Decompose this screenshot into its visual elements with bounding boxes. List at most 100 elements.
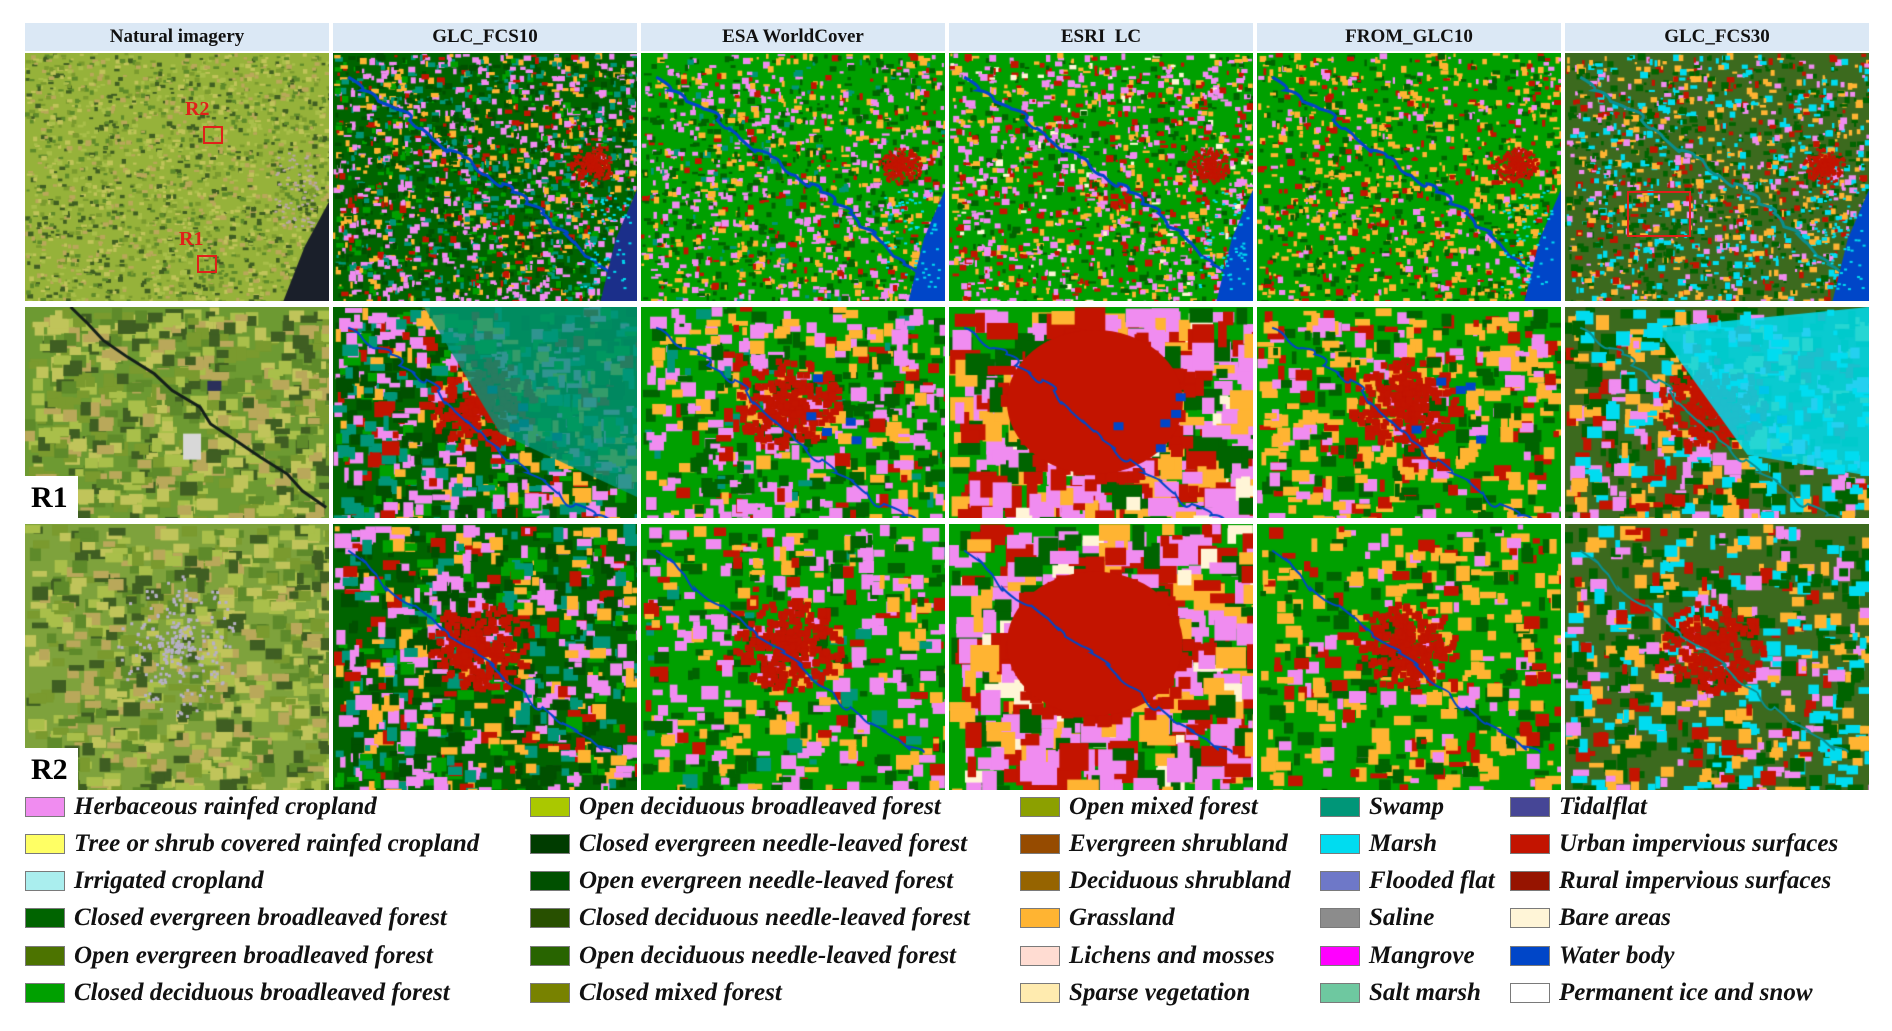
legend-item: Herbaceous rainfed cropland (25, 792, 377, 822)
legend-item: Grassland (1020, 903, 1175, 933)
column-header-esri-lc: ESRI LC (949, 23, 1253, 51)
r1-from-glc10-map (1257, 307, 1561, 518)
column-header-natural-imagery: Natural imagery (25, 23, 329, 51)
legend-swatch (1510, 983, 1550, 1003)
legend-label: Open deciduous needle-leaved forest (579, 942, 957, 969)
legend-label: Urban impervious surfaces (1559, 830, 1839, 857)
column-header-glc-fcs10: GLC_FCS10 (333, 23, 637, 51)
legend-swatch (1320, 871, 1360, 891)
legend-item: Closed mixed forest (530, 978, 782, 1008)
legend-item: Mangrove (1320, 941, 1475, 971)
legend-item: Evergreen shrubland (1020, 829, 1288, 859)
region-highlight-box (1627, 191, 1691, 237)
legend-swatch (1510, 871, 1550, 891)
legend-item: Lichens and mosses (1020, 941, 1275, 971)
r1-esa-worldcover-map (641, 307, 945, 518)
legend-label: Open mixed forest (1069, 793, 1258, 820)
legend-swatch (1510, 834, 1550, 854)
overview-esa-worldcover-map (641, 53, 945, 301)
legend-item: Deciduous shrubland (1020, 866, 1291, 896)
legend-item: Tree or shrub covered rainfed cropland (25, 829, 479, 859)
legend-item: Marsh (1320, 829, 1437, 859)
legend-item: Flooded flat (1320, 866, 1495, 896)
legend-label: Evergreen shrubland (1069, 830, 1288, 857)
legend-item: Open mixed forest (1020, 792, 1258, 822)
legend-item: Open evergreen needle-leaved forest (530, 866, 953, 896)
legend-item: Urban impervious surfaces (1510, 829, 1838, 859)
legend-label: Open evergreen needle-leaved forest (579, 867, 954, 894)
legend-swatch (25, 946, 65, 966)
r1-esri-lc-map (949, 307, 1253, 518)
legend-swatch (1020, 797, 1060, 817)
legend-label: Lichens and mosses (1069, 942, 1275, 969)
legend-item: Salt marsh (1320, 978, 1481, 1008)
overview-glc-fcs10-map (333, 53, 637, 301)
legend-swatch (1320, 797, 1360, 817)
legend-swatch (25, 983, 65, 1003)
legend-swatch (25, 908, 65, 928)
row-label-r2: R2 (25, 748, 78, 790)
legend-swatch (1510, 908, 1550, 928)
legend-swatch (1510, 797, 1550, 817)
legend-item: Saline (1320, 903, 1434, 933)
legend-label: Flooded flat (1369, 867, 1495, 894)
legend-swatch (1320, 834, 1360, 854)
legend-item: Tidalflat (1510, 792, 1647, 822)
legend-swatch (25, 797, 65, 817)
legend-label: Grassland (1069, 904, 1175, 931)
legend-label: Bare areas (1559, 904, 1671, 931)
legend-label: Herbaceous rainfed cropland (74, 793, 377, 820)
legend-item: Rural impervious surfaces (1510, 866, 1831, 896)
overview-from-glc10-map (1257, 53, 1561, 301)
legend-swatch (1510, 946, 1550, 966)
region-marker-r2 (203, 126, 223, 144)
r1-glc-fcs30-map (1565, 307, 1869, 518)
region-marker-label-r2: R2 (185, 98, 210, 120)
r1-natural-imagery: R1 (25, 307, 329, 518)
legend-item: Permanent ice and snow (1510, 978, 1813, 1008)
r2-natural-imagery: R2 (25, 524, 329, 790)
legend-label: Mangrove (1369, 942, 1475, 969)
legend-item: Closed deciduous needle-leaved forest (530, 903, 970, 933)
r2-esa-worldcover-map (641, 524, 945, 790)
legend-item: Open deciduous needle-leaved forest (530, 941, 956, 971)
legend-swatch (1020, 946, 1060, 966)
column-header-from-glc10: FROM_GLC10 (1257, 23, 1561, 51)
legend-label: Water body (1559, 942, 1675, 969)
legend-swatch (1020, 871, 1060, 891)
column-header-esa-worldcover: ESA WorldCover (641, 23, 945, 51)
legend-label: Irrigated cropland (74, 867, 264, 894)
legend-label: Deciduous shrubland (1069, 867, 1291, 894)
legend-label: Saline (1369, 904, 1435, 931)
legend-swatch (1020, 983, 1060, 1003)
r2-from-glc10-map (1257, 524, 1561, 790)
legend-swatch (530, 983, 570, 1003)
overview-natural-imagery: R2 R1 (25, 53, 329, 301)
legend-item: Sparse vegetation (1020, 978, 1250, 1008)
legend-item: Closed evergreen broadleaved forest (25, 903, 447, 933)
row-label-r1: R1 (25, 476, 78, 518)
legend-swatch (530, 834, 570, 854)
legend-swatch (530, 946, 570, 966)
legend-swatch (1320, 946, 1360, 966)
legend-label: Closed evergreen needle-leaved forest (579, 830, 968, 857)
overview-glc-fcs30-map (1565, 53, 1869, 301)
r2-esri-lc-map (949, 524, 1253, 790)
region-marker-r1 (197, 255, 217, 273)
legend-swatch (1320, 908, 1360, 928)
r1-glc-fcs10-map (333, 307, 637, 518)
r2-glc-fcs30-map (1565, 524, 1869, 790)
region-marker-label-r1: R1 (179, 228, 204, 250)
legend-label: Tree or shrub covered rainfed cropland (74, 830, 480, 857)
legend-swatch (25, 834, 65, 854)
legend-swatch (1020, 908, 1060, 928)
r2-glc-fcs10-map (333, 524, 637, 790)
legend-label: Closed deciduous needle-leaved forest (579, 904, 970, 931)
legend-label: Open evergreen broadleaved forest (74, 942, 433, 969)
legend-label: Open deciduous broadleaved forest (579, 793, 941, 820)
legend-item: Closed deciduous broadleaved forest (25, 978, 450, 1008)
legend-label: Swamp (1369, 793, 1445, 820)
legend-item: Closed evergreen needle-leaved forest (530, 829, 967, 859)
legend-label: Marsh (1369, 830, 1438, 857)
